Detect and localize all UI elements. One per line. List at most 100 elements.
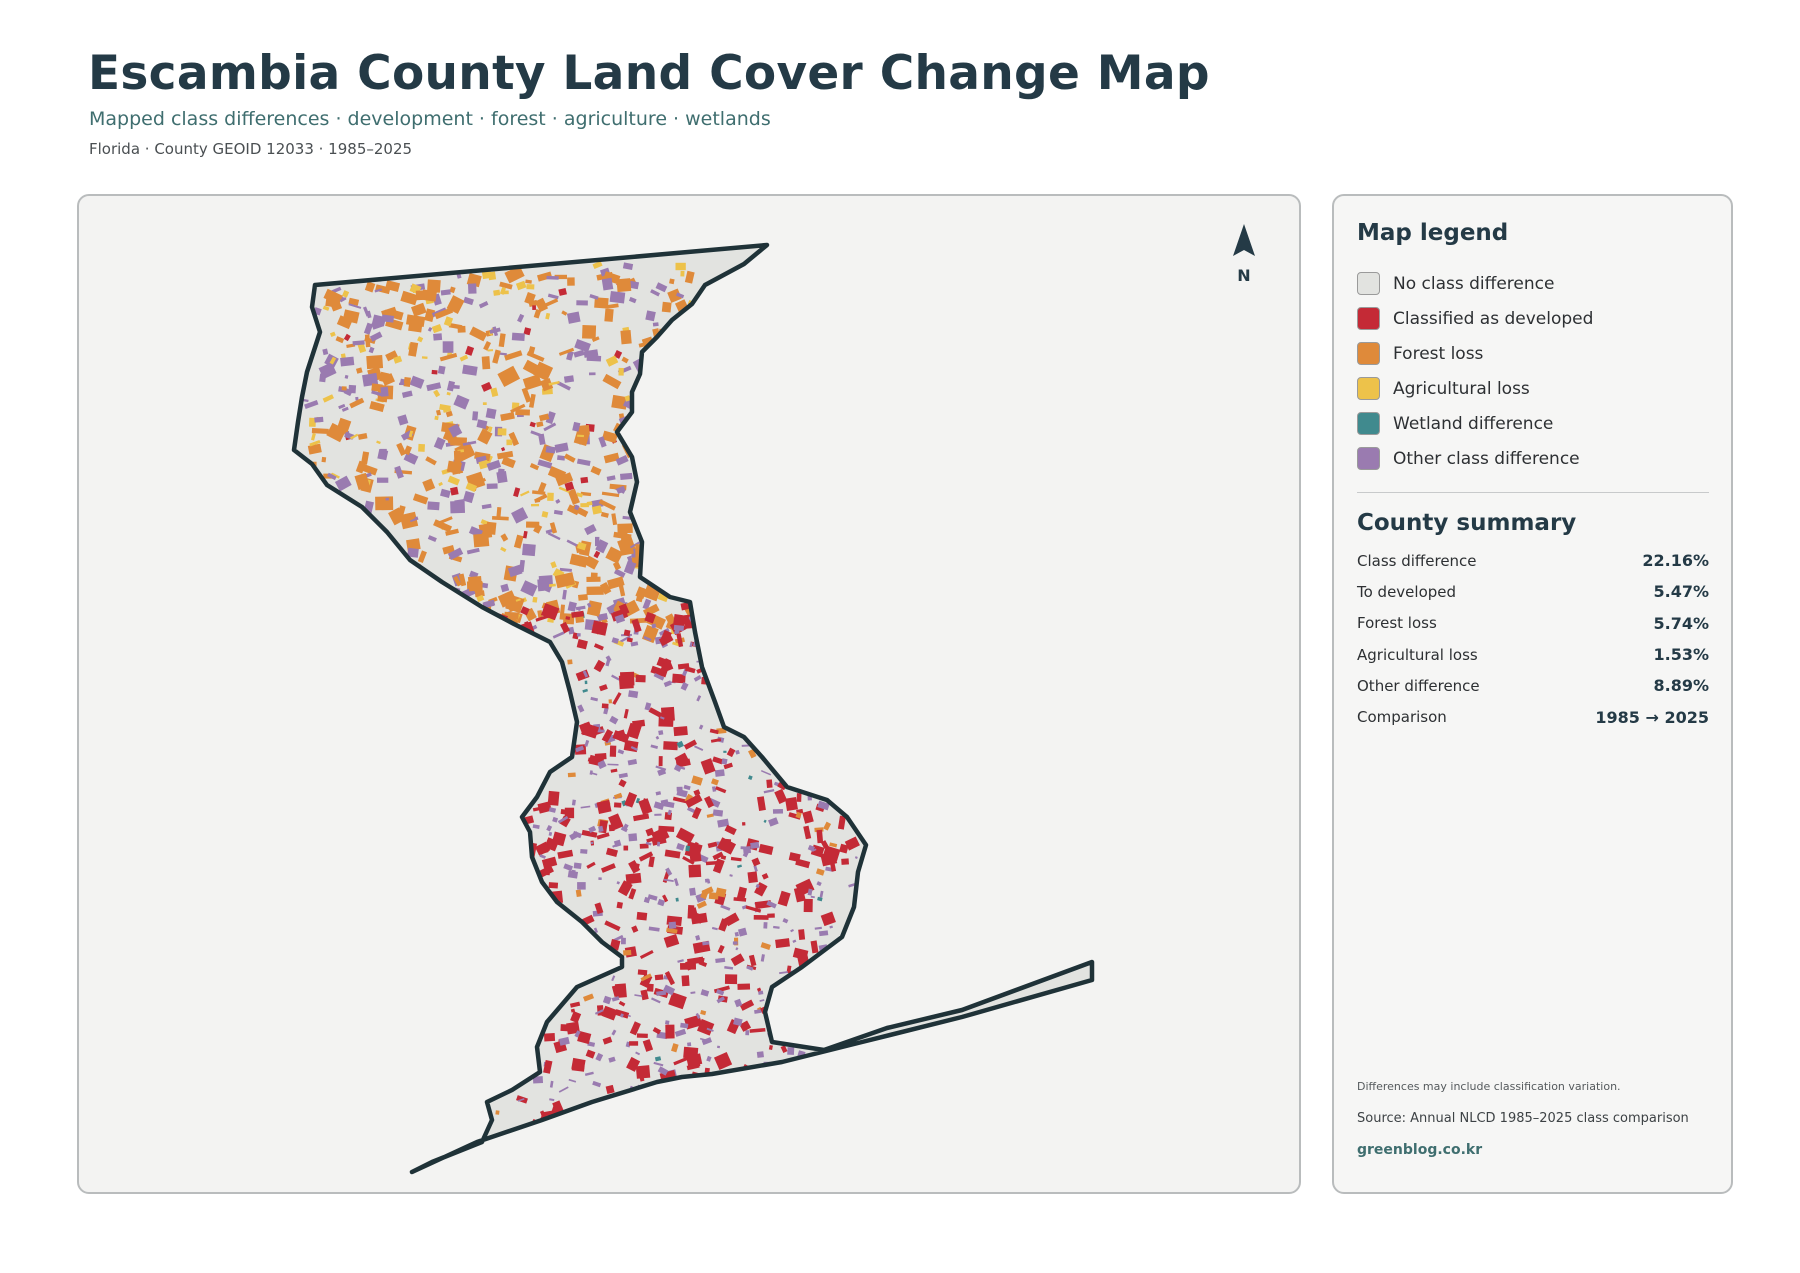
forest-loss-patch [388,507,406,526]
developed-patch [664,971,676,986]
developed-patch [694,841,699,847]
other-difference-patch [818,930,829,937]
agricultural-loss-patch [500,546,507,553]
other-difference-patch [711,786,717,792]
other-difference-patch [693,675,702,682]
other-difference-patch [657,898,666,907]
forest-loss-patch [616,278,632,293]
forest-loss-patch [578,594,588,601]
developed-patch [522,530,528,539]
county-map[interactable] [79,196,1301,1194]
site-credit[interactable]: greenblog.co.kr [1357,1142,1483,1158]
agricultural-loss-patch [520,490,530,497]
wetland-difference-patch [737,864,743,868]
forest-loss-patch [640,973,652,982]
forest-loss-patch [321,456,327,463]
forest-loss-patch [586,576,601,582]
forest-loss-patch [457,325,466,333]
other-difference-patch [575,605,586,611]
summary-value: 8.89% [1653,676,1709,696]
forest-loss-patch [498,333,506,348]
other-difference-patch [653,1061,664,1067]
forest-loss-patch [500,533,509,542]
developed-patch [616,901,623,909]
agricultural-loss-patch [548,381,560,386]
developed-patch [662,894,669,903]
developed-patch [739,1020,752,1032]
agricultural-loss-patch [308,417,316,427]
developed-patch [715,786,727,794]
other-difference-patch [706,1027,714,1032]
developed-patch [635,674,646,683]
other-difference-patch [655,282,668,293]
forest-loss-patch [605,546,624,564]
legend-item-other-difference: Other class difference [1357,441,1593,476]
developed-patch [672,796,688,804]
agricultural-loss-patch [493,289,501,296]
other-difference-patch [717,1045,721,1049]
other-difference-patch [371,390,383,397]
developed-patch [624,792,638,808]
other-difference-patch [537,459,553,469]
other-difference-patch [447,547,464,560]
developed-patch [343,333,351,342]
agricultural-loss-patch [550,561,557,569]
forest-loss-patch [369,400,385,413]
developed-patch [829,860,837,872]
other-difference-patch [314,416,324,423]
developed-patch [636,911,648,921]
forest-loss-patch [590,572,598,578]
developed-patch [720,855,727,860]
other-difference-patch [427,501,440,511]
other-difference-patch [562,589,567,600]
other-difference-patch [628,833,638,842]
wetland-difference-patch [635,797,641,804]
other-difference-patch [601,277,614,291]
forest-loss-patch [621,356,629,364]
forest-loss-patch [594,297,609,309]
forest-loss-patch [522,359,540,375]
developed-patch [612,730,630,744]
other-difference-patch [593,927,599,934]
other-difference-patch [763,788,775,794]
other-difference-patch [511,332,525,341]
other-difference-patch [630,641,639,647]
other-difference-patch [650,289,661,297]
other-difference-patch [481,503,492,510]
developed-patch [612,692,622,705]
developed-patch [693,913,705,924]
forest-loss-patch [436,409,442,416]
other-difference-patch [476,419,488,429]
other-difference-patch [453,394,470,410]
legend-label: Wetland difference [1393,413,1554,434]
developed-patch [613,802,622,808]
map-panel[interactable] [77,194,1301,1194]
forest-loss-patch [536,271,553,282]
other-difference-patch [741,904,748,910]
developed-patch [576,639,588,650]
other-difference-patch [595,1052,604,1062]
forest-loss-patch [477,428,493,445]
forest-loss-patch [666,927,678,934]
agricultural-loss-patch [434,415,439,421]
other-difference-patch [817,800,830,811]
forest-loss-patch [427,279,441,293]
north-arrow: N [1218,220,1270,285]
forest-loss-patch [435,516,453,526]
developed-patch [577,1030,592,1045]
forest-loss-patch [573,429,590,446]
other-difference-patch [385,497,390,501]
other-difference-patch [548,807,557,813]
other-difference-patch [810,895,815,899]
other-difference-patch [645,841,652,846]
agricultural-loss-patch [350,433,359,440]
forest-loss-patch [326,422,347,443]
other-difference-patch [374,288,383,293]
developed-patch [598,684,608,692]
other-difference-patch [557,815,569,824]
forest-loss-patch [700,890,709,900]
developed-patch [780,1045,788,1054]
developed-patch [792,947,809,961]
other-difference-patch [807,888,813,896]
other-difference-patch [652,322,659,327]
